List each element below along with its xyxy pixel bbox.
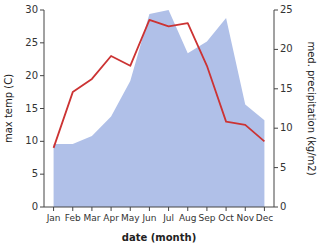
x-tick	[264, 207, 265, 211]
y-tick	[40, 141, 44, 142]
x-tick-label: Jan	[46, 213, 61, 223]
y-tick	[40, 10, 44, 11]
x-tick-label: Aug	[179, 213, 197, 223]
x-tick	[149, 207, 150, 211]
x-tick	[187, 207, 188, 211]
y2-tick	[274, 10, 278, 11]
y2-tick-label: 5	[280, 162, 286, 173]
x-tick-label: Apr	[103, 213, 119, 223]
x-tick-label: Nov	[236, 213, 254, 223]
y-tick	[40, 174, 44, 175]
x-tick-label: Jul	[162, 213, 174, 223]
y2-tick	[274, 167, 278, 168]
y-tick	[40, 75, 44, 76]
x-tick-label: Feb	[65, 213, 81, 223]
y-tick-label: 30	[25, 4, 38, 15]
y2-tick-label: 20	[280, 43, 293, 54]
y2-tick-label: 10	[280, 122, 293, 133]
y2-tick-label: 0	[280, 201, 286, 212]
x-tick-label: Jun	[141, 213, 156, 223]
x-axis-label: date (month)	[122, 232, 196, 243]
y2-tick	[274, 128, 278, 129]
precip-area	[54, 10, 265, 207]
y-tick-label: 20	[25, 70, 38, 81]
y-tick-label: 25	[25, 37, 38, 48]
y2-tick	[274, 49, 278, 50]
y-tick-label: 0	[32, 201, 38, 212]
x-tick-label: Mar	[83, 213, 100, 223]
y2-tick	[274, 207, 278, 208]
x-tick-label: Sep	[198, 213, 215, 223]
x-tick-label: May	[121, 213, 140, 223]
x-tick	[91, 207, 92, 211]
y-tick-label: 10	[25, 135, 38, 146]
y-tick-label: 5	[32, 168, 38, 179]
y2-tick-label: 25	[280, 4, 293, 15]
plot-area	[54, 10, 265, 207]
series-group	[54, 10, 265, 207]
x-tick	[168, 207, 169, 211]
y2-axis-line	[274, 10, 275, 207]
y-tick	[40, 42, 44, 43]
x-tick	[130, 207, 131, 211]
x-tick	[206, 207, 207, 211]
y2-tick	[274, 88, 278, 89]
y-axis-label: max temp (C)	[3, 74, 14, 143]
x-tick-label: Oct	[218, 213, 234, 223]
y2-axis-label: med. precipitation (kg/m2)	[306, 41, 317, 175]
x-tick	[226, 207, 227, 211]
x-tick	[245, 207, 246, 211]
chart: 0 5 10 15 20 25 30 0 5 10 15 20 25 Jan FebMarAprMayJun…	[0, 0, 318, 247]
x-tick-label: Dec	[256, 213, 273, 223]
y-tick	[40, 108, 44, 109]
y-tick	[40, 207, 44, 208]
y2-tick-label: 15	[280, 83, 293, 94]
x-tick	[53, 207, 54, 211]
x-axis-line	[44, 207, 274, 208]
x-tick	[72, 207, 73, 211]
y-tick-label: 15	[25, 103, 38, 114]
x-tick	[111, 207, 112, 211]
temp-line	[54, 20, 265, 148]
